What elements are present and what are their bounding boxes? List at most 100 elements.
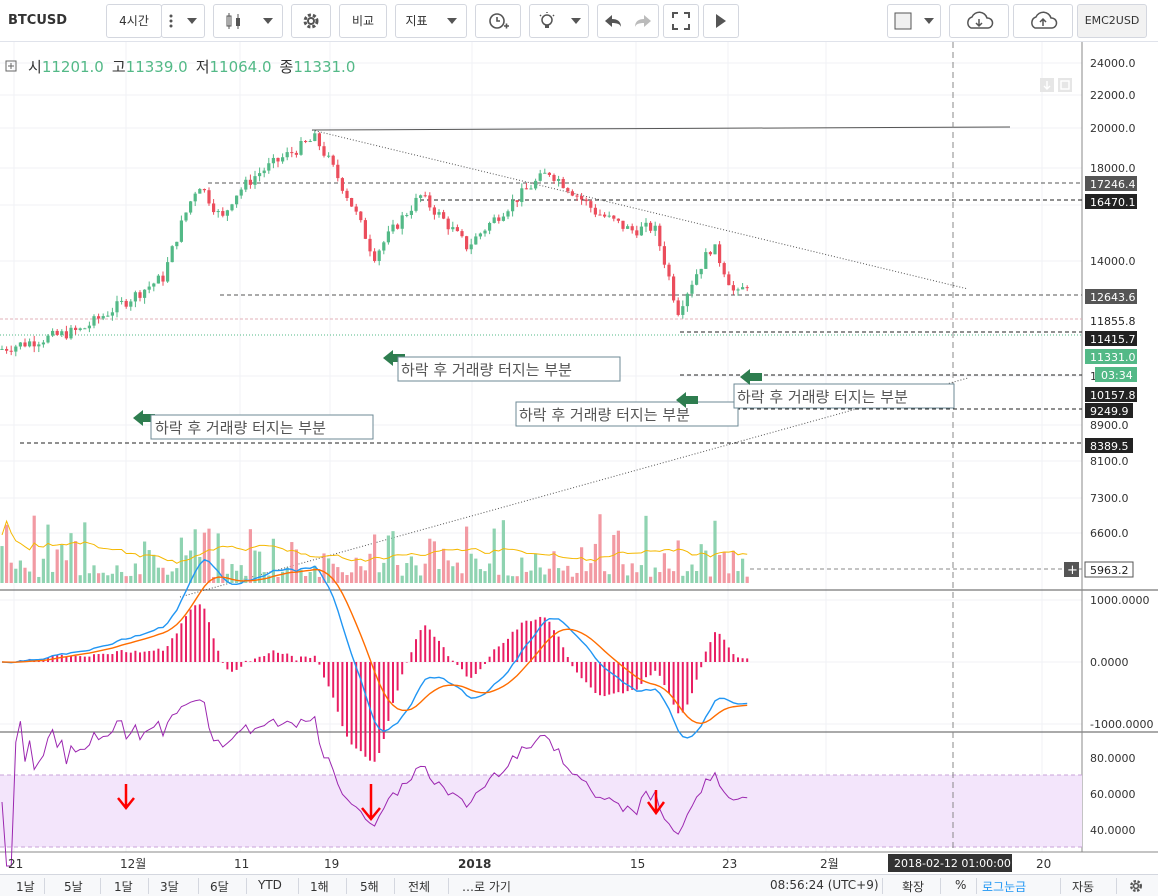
close-label: 종 — [280, 58, 294, 76]
price-tick: 7300.0 — [1090, 492, 1129, 505]
annotation-box-2[interactable] — [397, 356, 621, 382]
rsi-axis[interactable]: 80.0000 60.0000 40.0000 — [1090, 752, 1136, 837]
range-6m[interactable]: 6달 — [210, 880, 229, 894]
goto-button[interactable]: …로 가기 — [462, 880, 511, 894]
macd-tick: 1000.0000 — [1090, 594, 1150, 607]
auto-scale-toggle[interactable]: 자동 — [1072, 880, 1095, 894]
signal-line — [1, 568, 748, 725]
price-tick: 18000.0 — [1090, 162, 1136, 175]
rsi-arrows[interactable] — [117, 784, 666, 821]
range-1y[interactable]: 1해 — [310, 880, 329, 894]
time-tick: 2월 — [820, 857, 839, 871]
chart-area[interactable]: 하락 후 거래량 터지는 부분 하락 후 거래량 터지는 부분 하락 후 거래량… — [0, 42, 1158, 874]
chevron-down-icon — [187, 17, 197, 24]
top-toolbar: BTCUSD 4시간 비교 지표 EMC2USD — [0, 0, 1158, 42]
drawing-lines[interactable] — [0, 42, 1082, 852]
badge-current: 11331.0 — [1090, 351, 1136, 364]
time-tick: 23 — [722, 857, 737, 871]
pane-buttons[interactable] — [1040, 78, 1072, 92]
green-arrow-icon[interactable] — [133, 410, 155, 426]
annotation-box-4[interactable] — [733, 383, 955, 409]
volume-ma-line — [1, 519, 748, 564]
macd-histogram — [5, 604, 749, 762]
time-axis[interactable]: 21 12월 11 19 2018 15 23 2월 20 — [8, 857, 1051, 871]
annotation-text-4: 하락 후 거래량 터지는 부분 — [737, 388, 908, 406]
annotation-box-1[interactable] — [150, 414, 374, 440]
open-value: 11201.0 — [42, 58, 104, 76]
clock-readout: 08:56:24 (UTC+9) — [770, 878, 879, 892]
macd-line — [1, 558, 748, 739]
badge-17246: 17246.4 — [1090, 178, 1136, 191]
red-arrow-icon[interactable] — [117, 784, 135, 811]
gear-icon[interactable] — [1128, 878, 1144, 894]
range-5d[interactable]: 5날 — [64, 880, 83, 894]
interval-dropdown[interactable] — [161, 3, 205, 38]
green-arrow-icon[interactable] — [676, 392, 698, 408]
load-button[interactable] — [949, 3, 1009, 38]
undo-icon[interactable] — [604, 14, 622, 28]
triangle-top-line[interactable] — [311, 129, 969, 290]
red-arrow-icon[interactable] — [646, 790, 666, 816]
percent-toggle[interactable]: % — [955, 878, 967, 892]
replay-button[interactable] — [703, 3, 739, 38]
close-value: 11331.0 — [293, 58, 355, 76]
macd-axis[interactable]: 1000.0000 0.0000 -1000.0000 — [1090, 594, 1153, 731]
range-all[interactable]: 전체 — [408, 880, 431, 894]
ideas-button[interactable] — [529, 3, 589, 38]
annotation-text-3: 하락 후 거래량 터지는 부분 — [519, 406, 690, 424]
badge-5963: 5963.2 — [1090, 564, 1129, 577]
badge-16470: 16470.1 — [1090, 196, 1136, 209]
bulb-icon — [539, 11, 555, 28]
indicators-button[interactable]: 지표 — [395, 3, 467, 38]
expand-toggle[interactable]: 확장 — [902, 880, 925, 894]
dots-icon — [169, 14, 173, 27]
range-1d[interactable]: 1날 — [16, 880, 35, 894]
price-badges: 17246.4 16470.1 12643.6 11855.8 11415.7 … — [1064, 176, 1137, 578]
low-value: 11064.0 — [210, 58, 272, 76]
time-tick: 12월 — [120, 857, 146, 871]
badge-12643: 12643.6 — [1090, 291, 1136, 304]
time-tick: 11 — [234, 857, 249, 871]
annotation-box-3[interactable] — [515, 401, 739, 427]
chart-type-button[interactable] — [213, 3, 283, 38]
add-level-button[interactable] — [1064, 562, 1079, 577]
trendline-high[interactable] — [311, 126, 1011, 131]
plus-icon: + — [1067, 563, 1078, 578]
log-scale-toggle[interactable]: 로그눈금 — [982, 880, 1027, 894]
play-icon — [716, 13, 726, 28]
save-button[interactable] — [1013, 3, 1073, 38]
green-arrow-icon[interactable] — [740, 369, 762, 385]
rsi-tick: 40.0000 — [1090, 824, 1136, 837]
settings-button[interactable] — [291, 3, 331, 38]
interval-button[interactable]: 4시간 — [106, 3, 162, 38]
range-ytd[interactable]: YTD — [258, 878, 282, 892]
symbol-field[interactable]: BTCUSD — [2, 3, 102, 38]
account-button[interactable]: EMC2USD — [1077, 3, 1147, 38]
badge-10157: 10157.8 — [1090, 389, 1136, 402]
time-tick: 15 — [630, 857, 645, 871]
price-tick: 8900.0 — [1090, 419, 1129, 432]
box-icon — [894, 12, 912, 29]
red-arrow-icon[interactable] — [361, 784, 381, 821]
compare-button[interactable]: 비교 — [339, 3, 387, 38]
triangle-bottom-line[interactable] — [179, 377, 969, 598]
pane-maximize-button[interactable] — [1058, 78, 1072, 92]
layout-button[interactable] — [887, 3, 941, 38]
range-5y[interactable]: 5해 — [360, 880, 379, 894]
range-3m[interactable]: 3달 — [160, 880, 179, 894]
annotations[interactable]: 하락 후 거래량 터지는 부분 하락 후 거래량 터지는 부분 하락 후 거래량… — [133, 350, 955, 440]
badge-countdown: 03:34 — [1101, 369, 1133, 382]
price-tick: 24000.0 — [1090, 57, 1136, 70]
collapse-legend-icon[interactable] — [5, 60, 17, 72]
price-tick: 14000.0 — [1090, 255, 1136, 268]
rsi-band — [0, 775, 1082, 847]
badge-11855: 11855.8 — [1090, 315, 1136, 328]
redo-icon[interactable] — [634, 14, 652, 28]
fullscreen-button[interactable] — [663, 3, 699, 38]
badge-11415: 11415.7 — [1090, 333, 1136, 346]
undo-redo-group — [597, 3, 659, 38]
crosshair-time-label: 2018-02-12 01:00:00 — [894, 857, 1011, 870]
range-1m[interactable]: 1달 — [114, 880, 133, 894]
alert-button[interactable] — [475, 3, 521, 38]
